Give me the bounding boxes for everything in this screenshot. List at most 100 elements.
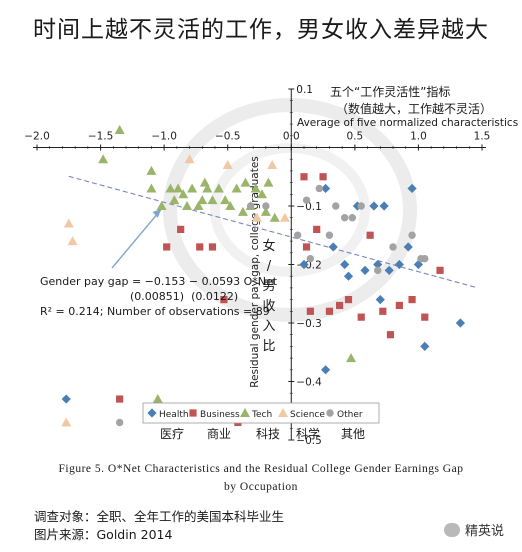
chart-legend: Health 医疗 Business 商业 Tech 科技 Science 科学 Other 其他 bbox=[142, 402, 380, 441]
business-point bbox=[319, 173, 327, 181]
other-legend-label: Other bbox=[337, 410, 363, 420]
health-point bbox=[352, 201, 362, 211]
other-point bbox=[357, 202, 365, 210]
health-point bbox=[340, 259, 350, 270]
chart-title-cn: 时间上越不灵活的工作，男女收入差异越大 bbox=[33, 17, 489, 43]
y-axis-cn-char: 收 bbox=[262, 299, 276, 314]
tech-legend-label: Tech bbox=[251, 410, 272, 420]
tech-point bbox=[197, 195, 208, 205]
health-point bbox=[403, 242, 413, 252]
other-point bbox=[302, 196, 311, 204]
health-point bbox=[299, 259, 309, 270]
tech-point bbox=[213, 183, 224, 193]
legend-box bbox=[142, 402, 380, 424]
science-point bbox=[251, 212, 262, 222]
chart-axes: −2.0 −1.5 −1.0 −0.5 0.0 0.5 1.0 1.50.1−0.1−0.2−… bbox=[24, 84, 490, 447]
other-point bbox=[348, 214, 357, 222]
science-point bbox=[184, 154, 195, 164]
annotation-en: Average of five normalized characteristi… bbox=[297, 117, 519, 129]
business-point bbox=[336, 301, 344, 310]
regression-line-2: (0.00851) (0.0122) bbox=[130, 290, 239, 303]
trend-line bbox=[68, 175, 476, 288]
caption-line-2: by Occupation bbox=[224, 481, 298, 493]
other-legend-marker bbox=[326, 409, 334, 417]
health-point bbox=[343, 271, 354, 281]
other-point bbox=[389, 243, 397, 251]
y-axis-cn-char: 女 bbox=[262, 239, 276, 254]
other-point bbox=[325, 231, 334, 239]
tech-point bbox=[152, 394, 163, 404]
y-axis-cn-char: 比 bbox=[262, 339, 276, 354]
science-point bbox=[267, 160, 278, 170]
x-tick-label: −0.5 bbox=[215, 131, 241, 143]
health-legend-marker bbox=[147, 408, 157, 418]
brand-logo-icon bbox=[443, 523, 460, 537]
business-point bbox=[302, 243, 311, 251]
tech-point bbox=[260, 206, 271, 216]
health-point bbox=[407, 183, 417, 194]
other-legend-label-cn: 其他 bbox=[341, 427, 365, 441]
annotation-cn-1: 五个“工作灵活性”指标 bbox=[330, 85, 451, 99]
tech-point bbox=[173, 183, 184, 193]
tech-point bbox=[237, 206, 248, 216]
business-point bbox=[366, 231, 374, 239]
business-point bbox=[395, 301, 403, 310]
watermark-inner-ring bbox=[210, 143, 370, 277]
business-point bbox=[344, 296, 353, 304]
health-point bbox=[61, 394, 71, 404]
footnote-subjects: 调查对象：全职、全年工作的美国本科毕业生 bbox=[34, 509, 285, 524]
watermark-ring bbox=[163, 98, 417, 322]
annotation-arrow bbox=[111, 208, 163, 269]
tech-point bbox=[240, 177, 251, 187]
business-point bbox=[313, 225, 321, 233]
health-point bbox=[455, 318, 465, 328]
tech-point bbox=[193, 201, 204, 210]
other-point bbox=[408, 231, 416, 239]
other-point bbox=[332, 202, 340, 210]
tech-point bbox=[220, 195, 231, 205]
tech-point bbox=[146, 183, 157, 193]
other-point bbox=[246, 202, 255, 210]
health-point bbox=[321, 365, 331, 375]
annotation-arrowhead bbox=[152, 208, 162, 218]
y-tick-label: 0.1 bbox=[296, 84, 313, 96]
health-point bbox=[360, 265, 370, 275]
tech-point bbox=[169, 195, 180, 205]
tech-point bbox=[257, 189, 268, 199]
business-legend-marker bbox=[189, 409, 197, 417]
tech-point bbox=[346, 353, 357, 363]
x-tick-label: 1.0 bbox=[410, 131, 427, 143]
business-point bbox=[208, 243, 217, 251]
tech-point bbox=[156, 201, 167, 210]
business-point bbox=[379, 307, 387, 315]
footnote-source: 图片来源：Goldin 2014 bbox=[34, 527, 173, 542]
brand-name: 精英说 bbox=[464, 524, 504, 539]
tech-legend-label-cn: 科技 bbox=[256, 427, 280, 441]
health-point bbox=[328, 242, 338, 252]
x-tick-label: −1.5 bbox=[88, 131, 114, 143]
tech-point bbox=[263, 177, 274, 187]
science-point bbox=[61, 417, 72, 427]
brand-mark: 精英说 bbox=[443, 520, 504, 539]
business-point bbox=[196, 243, 204, 251]
y-axis-cn-char: / bbox=[266, 259, 272, 274]
other-point bbox=[115, 418, 124, 427]
science-legend-label: Science bbox=[290, 410, 325, 420]
science-point bbox=[63, 218, 74, 228]
tech-point bbox=[231, 183, 242, 193]
tech-point bbox=[114, 124, 125, 134]
regression-line-1: Gender pay gap = −0.153 − 0.0593 O*Net bbox=[40, 275, 278, 288]
other-point bbox=[374, 266, 382, 275]
tech-point bbox=[202, 183, 213, 193]
tech-point bbox=[165, 183, 176, 193]
business-point bbox=[163, 243, 171, 251]
other-point bbox=[421, 254, 429, 263]
y-axis-label: Residual gender pay gap, college graduat… bbox=[249, 156, 261, 388]
y-tick-label: −0.5 bbox=[296, 435, 322, 447]
regression-line-3: R² = 0.214; Number of observations = 89 bbox=[40, 305, 270, 318]
health-point bbox=[420, 341, 430, 351]
health-point bbox=[375, 295, 385, 305]
y-axis-cn-char: 入 bbox=[262, 319, 276, 334]
tech-point bbox=[199, 177, 210, 187]
science-point bbox=[279, 212, 290, 222]
